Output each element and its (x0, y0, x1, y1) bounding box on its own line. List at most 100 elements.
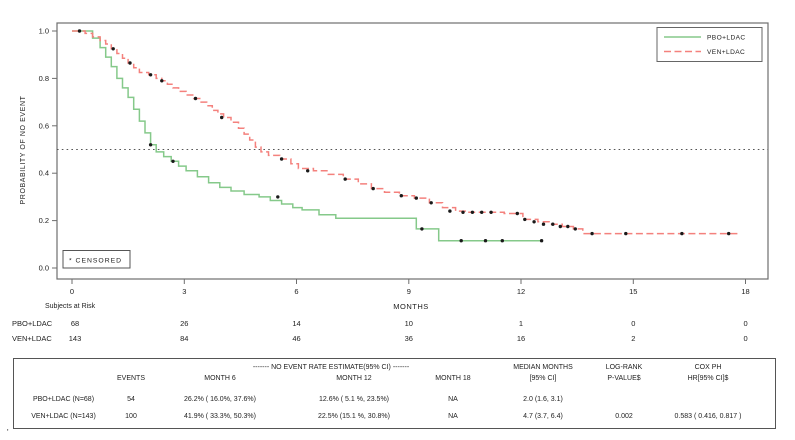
x-tick-label: 18 (741, 287, 749, 296)
x-tick-label: 12 (517, 287, 525, 296)
legend-label-pbo-ldac: PBO+LDAC (707, 35, 746, 42)
stats-header-month12: MONTH 12 (336, 375, 372, 382)
censor-mark (448, 209, 452, 213)
censor-mark (539, 239, 544, 243)
risk-count: 0 (743, 334, 748, 343)
censored-note-label: * CENSORED (69, 258, 122, 265)
censor-mark (343, 177, 347, 181)
legend-label-ven-ldac: VEN+LDAC (707, 49, 745, 56)
stats-header-events: EVENTS (116, 375, 145, 382)
stats-cell-label: PBO+LDAC (N=68) (32, 396, 95, 403)
stats-header-pvalue: P-VALUE$ (607, 375, 641, 382)
censor-mark (220, 115, 224, 120)
stats-cell-hr: 0.583 ( 0.416, 0.817 ) (674, 413, 742, 420)
stats-cell-month12: 12.6% ( 5.1 %, 23.5%) (318, 396, 390, 403)
stats-cell-events: 100 (125, 413, 137, 420)
stats-header-month6: MONTH 6 (204, 375, 236, 382)
stats-header-median-months: MEDIAN MONTHS (513, 364, 573, 371)
censor-mark (590, 231, 594, 236)
y-tick-label: 0.4 (39, 169, 49, 178)
x-tick-label: 9 (407, 287, 411, 296)
censor-mark (429, 201, 433, 205)
stats-header-median-ci: [95% CI] (529, 375, 557, 382)
stats-cell-month18: NA (448, 413, 458, 420)
stats-cell-month6: 26.2% ( 16.0%, 37.6%) (184, 396, 256, 403)
risk-count: 46 (292, 334, 301, 343)
stats-cell-month18: NA (448, 396, 458, 403)
stats-cell-events: 54 (127, 396, 135, 403)
censor-mark (77, 29, 82, 33)
footnote-mark: ' (7, 428, 9, 437)
stats-cell-month12: 22.5% (15.1 %, 30.8%) (318, 413, 390, 420)
risk-row-label: VEN+LDAC (12, 334, 52, 343)
censor-mark (193, 96, 198, 101)
y-tick-label: 0.0 (39, 264, 49, 273)
censor-mark (566, 224, 570, 229)
censor-mark (461, 210, 465, 214)
censor-mark (459, 239, 463, 243)
stats-cell-label: VEN+LDAC (N=143) (31, 413, 96, 420)
censor-mark (420, 227, 424, 231)
risk-row-label: PBO+LDAC (12, 319, 53, 328)
y-axis-title: PROBABILITY OF NO EVENT (20, 95, 27, 204)
x-tick-label: 0 (70, 287, 74, 296)
censor-mark (306, 169, 310, 173)
censor-mark (558, 224, 562, 229)
censor-mark (414, 196, 418, 200)
censor-mark (470, 210, 475, 214)
risk-count: 1 (518, 319, 524, 328)
x-tick-label: 15 (629, 287, 637, 296)
stats-cell-pvalue: 0.002 (615, 413, 633, 420)
risk-count: 143 (68, 334, 82, 343)
subjects-at-risk-title: Subjects at Risk (45, 303, 96, 310)
censor-mark (523, 217, 527, 222)
censor-mark (148, 143, 153, 147)
y-tick-label: 1.0 (39, 27, 49, 36)
km-curve-ven-ldac (72, 30, 740, 235)
risk-count: 16 (516, 334, 526, 343)
censored-note-box: * CENSORED (62, 250, 131, 269)
censor-mark (541, 222, 546, 226)
legend: PBO+LDAC VEN+LDAC (656, 27, 763, 62)
censor-mark (111, 47, 115, 51)
stats-header-month18: MONTH 18 (435, 375, 471, 382)
x-tick-label: 3 (182, 287, 186, 296)
x-tick-label: 6 (294, 287, 298, 296)
y-tick-label: 0.2 (39, 216, 49, 225)
risk-count: 26 (180, 319, 189, 328)
risk-count: 36 (404, 334, 413, 343)
stats-header-hr-ci: HR[95% CI]$ (687, 375, 729, 382)
censor-mark (276, 195, 280, 199)
y-tick-label: 0.6 (39, 121, 49, 130)
km-curve-pbo-ldac (72, 30, 542, 242)
y-axis-tick-labels: 0.0 0.2 0.4 0.6 0.8 1.0 (39, 27, 49, 273)
censor-mark (148, 73, 153, 77)
stats-header-no-event-span: ------- NO EVENT RATE ESTIMATE(95% CI) -… (252, 364, 410, 371)
stats-cell-month6: 41.9% ( 33.3%, 50.3%) (184, 413, 256, 420)
censor-mark (171, 159, 175, 163)
plot-frame (56, 22, 769, 280)
risk-count: 0 (743, 319, 748, 328)
censor-mark (160, 79, 164, 83)
risk-count: 10 (404, 319, 413, 328)
censor-mark (279, 157, 284, 161)
censor-mark (480, 210, 484, 214)
censor-mark (483, 239, 488, 243)
legend-box (656, 27, 763, 62)
risk-count: 84 (180, 334, 189, 343)
stats-header-cox-ph: COX PH (694, 364, 722, 371)
risk-count: 68 (70, 319, 80, 328)
censor-mark (515, 211, 519, 216)
x-axis-tick-labels: 0 3 6 9 12 15 18 (70, 287, 750, 296)
censor-mark (500, 239, 504, 243)
x-axis-title: MONTHS (393, 302, 429, 311)
risk-count: 2 (631, 334, 636, 343)
censor-mark (371, 186, 375, 191)
censor-mark (532, 220, 536, 224)
censor-mark (399, 194, 403, 198)
km-curves-group (72, 29, 740, 243)
stats-table: ------- NO EVENT RATE ESTIMATE(95% CI) -… (13, 358, 776, 429)
censor-mark (624, 231, 628, 236)
stats-cell-median: 2.0 (1.6, 3.1) (523, 396, 563, 403)
